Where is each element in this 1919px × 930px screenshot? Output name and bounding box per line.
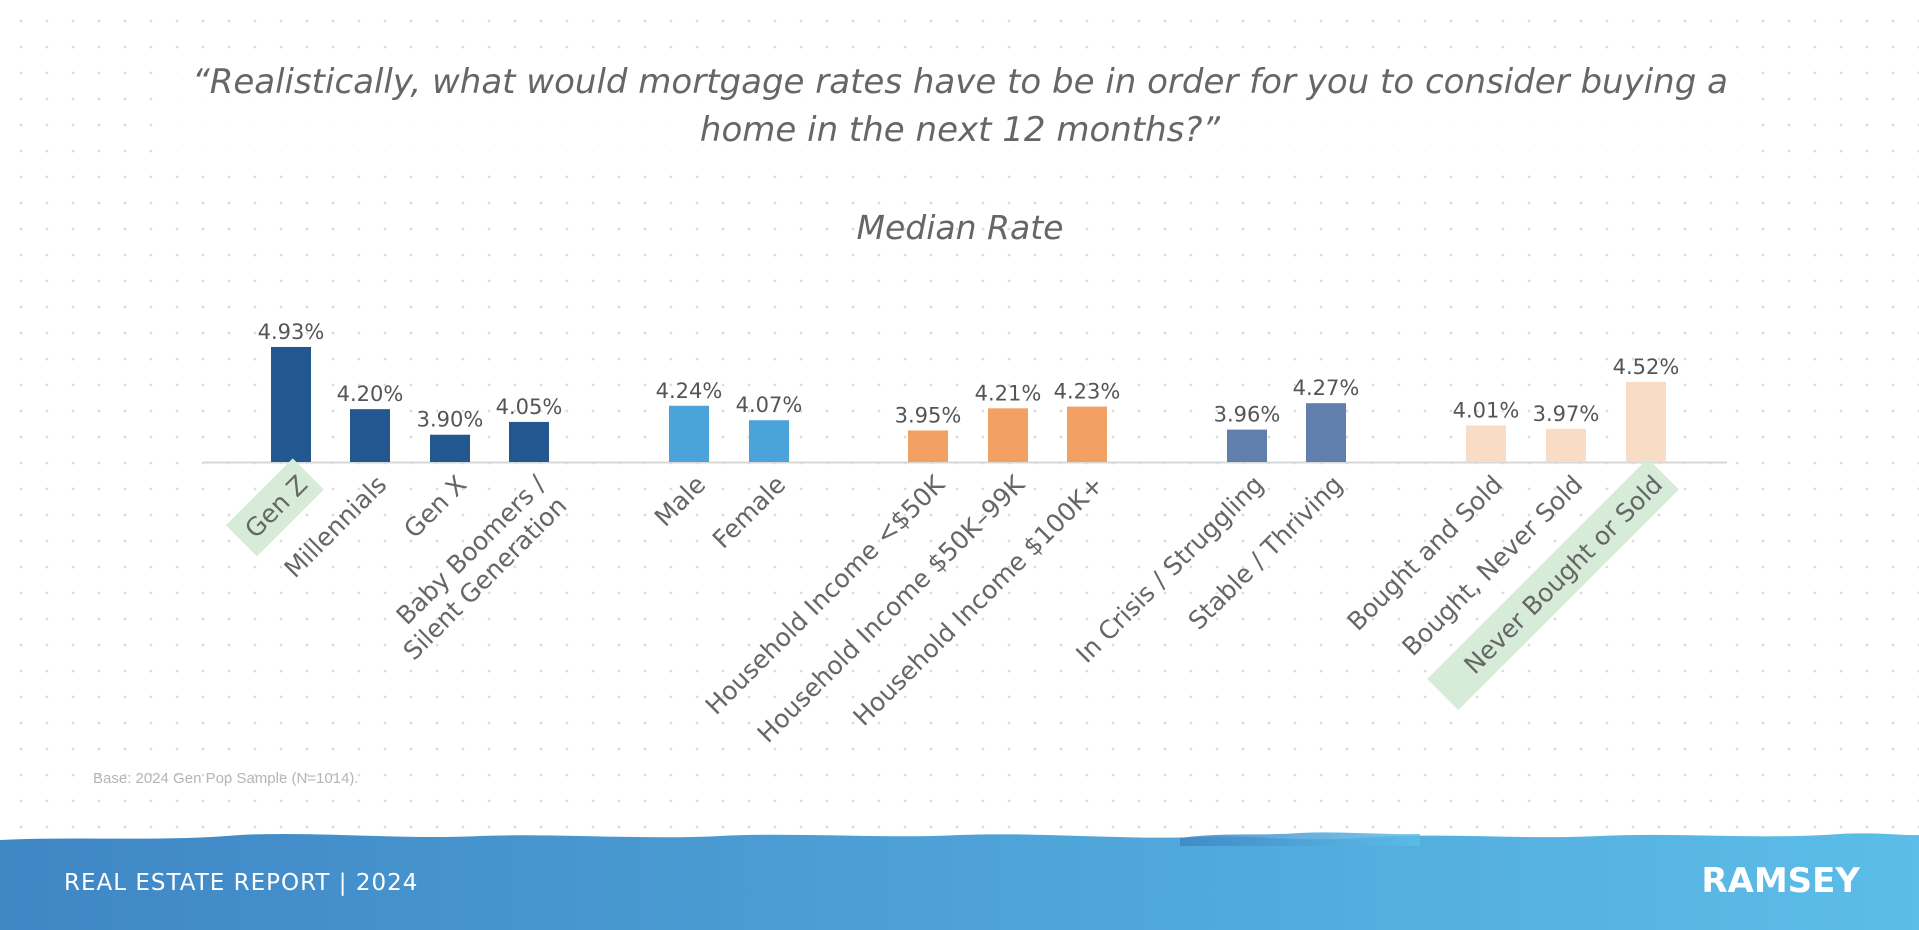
value-label: 4.01% xyxy=(1453,398,1520,422)
value-label: 3.97% xyxy=(1533,402,1600,426)
bar-household-income-100k xyxy=(1067,406,1107,462)
bar-gen-z xyxy=(271,346,311,462)
footer-brush-shape xyxy=(0,833,1919,930)
value-label: 4.27% xyxy=(1293,376,1360,400)
highlight-badge xyxy=(225,458,324,557)
bar-bought-and-sold xyxy=(1466,425,1506,462)
base-note: Base: 2024 Gen Pop Sample (N=1014). xyxy=(93,770,359,787)
bar-in-crisis-struggling xyxy=(1227,429,1267,462)
value-label: 4.23% xyxy=(1054,380,1121,404)
footer-brush-streak xyxy=(1180,832,1420,846)
value-label: 4.24% xyxy=(656,379,723,403)
bar-female xyxy=(749,420,789,462)
bar-gen-x xyxy=(430,434,470,462)
value-label: 4.07% xyxy=(736,393,803,417)
bar-stable-thriving xyxy=(1306,403,1346,462)
chart-subtitle: Median Rate xyxy=(856,208,1064,247)
brand-logo: RAMSEY xyxy=(1701,861,1860,901)
value-label: 4.21% xyxy=(975,381,1042,405)
bar-household-income-50k-99k xyxy=(988,408,1028,462)
value-label: 4.05% xyxy=(496,395,563,419)
bar-never-bought-or-sold xyxy=(1626,381,1666,462)
bar-baby-boomers-silent-generation xyxy=(509,421,549,462)
chart-title: “Realistically, what would mortgage rate… xyxy=(160,58,1760,154)
bar-millennials xyxy=(350,409,390,462)
value-label: 4.52% xyxy=(1613,355,1680,379)
highlight-badge xyxy=(1427,458,1679,711)
value-label: 3.96% xyxy=(1214,403,1281,427)
bar-male xyxy=(669,405,709,462)
value-label: 4.93% xyxy=(258,320,325,344)
value-label: 3.95% xyxy=(895,403,962,427)
bar-bought-never-sold xyxy=(1546,428,1586,462)
value-label: 3.90% xyxy=(417,408,484,432)
value-label: 4.20% xyxy=(337,382,404,406)
report-label: REAL ESTATE REPORT | 2024 xyxy=(64,870,419,896)
bar-household-income-50k xyxy=(908,430,948,462)
